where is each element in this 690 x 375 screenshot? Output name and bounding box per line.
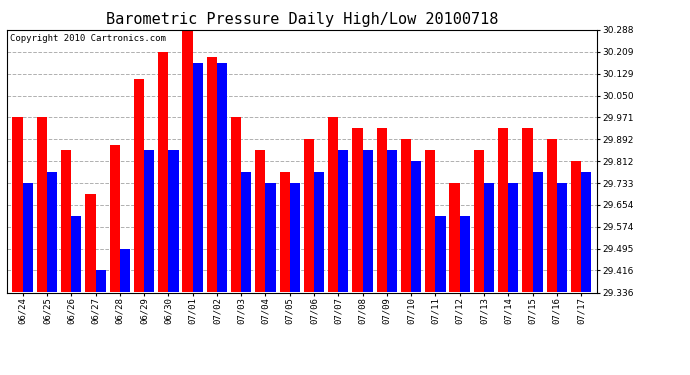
Title: Barometric Pressure Daily High/Low 20100718: Barometric Pressure Daily High/Low 20100… bbox=[106, 12, 498, 27]
Bar bbox=[484, 183, 494, 292]
Bar bbox=[411, 161, 422, 292]
Bar bbox=[279, 172, 290, 292]
Bar bbox=[571, 161, 581, 292]
Bar bbox=[304, 139, 314, 292]
Bar bbox=[362, 150, 373, 292]
Bar bbox=[509, 183, 518, 292]
Bar bbox=[120, 249, 130, 292]
Bar bbox=[266, 183, 276, 292]
Bar bbox=[217, 63, 227, 292]
Bar bbox=[95, 270, 106, 292]
Bar bbox=[557, 183, 567, 292]
Bar bbox=[290, 183, 300, 292]
Bar bbox=[401, 139, 411, 292]
Bar bbox=[498, 128, 509, 292]
Bar bbox=[134, 79, 144, 292]
Bar bbox=[37, 117, 47, 292]
Bar bbox=[182, 30, 193, 292]
Bar bbox=[193, 63, 203, 292]
Bar bbox=[377, 128, 387, 292]
Bar bbox=[425, 150, 435, 292]
Bar bbox=[207, 57, 217, 292]
Bar bbox=[353, 128, 362, 292]
Bar bbox=[387, 150, 397, 292]
Bar bbox=[546, 139, 557, 292]
Bar bbox=[71, 216, 81, 292]
Bar bbox=[158, 52, 168, 292]
Bar bbox=[144, 150, 155, 292]
Bar bbox=[435, 216, 446, 292]
Bar bbox=[12, 117, 23, 292]
Bar bbox=[474, 150, 484, 292]
Bar bbox=[460, 216, 470, 292]
Bar bbox=[449, 183, 460, 292]
Bar bbox=[241, 172, 251, 292]
Bar bbox=[328, 117, 338, 292]
Bar bbox=[168, 150, 179, 292]
Text: Copyright 2010 Cartronics.com: Copyright 2010 Cartronics.com bbox=[10, 34, 166, 43]
Bar bbox=[110, 145, 120, 292]
Bar bbox=[61, 150, 71, 292]
Bar bbox=[338, 150, 348, 292]
Bar bbox=[86, 194, 95, 292]
Bar bbox=[533, 172, 543, 292]
Bar bbox=[231, 117, 241, 292]
Bar bbox=[23, 183, 33, 292]
Bar bbox=[47, 172, 57, 292]
Bar bbox=[314, 172, 324, 292]
Bar bbox=[581, 172, 591, 292]
Bar bbox=[522, 128, 533, 292]
Bar bbox=[255, 150, 266, 292]
